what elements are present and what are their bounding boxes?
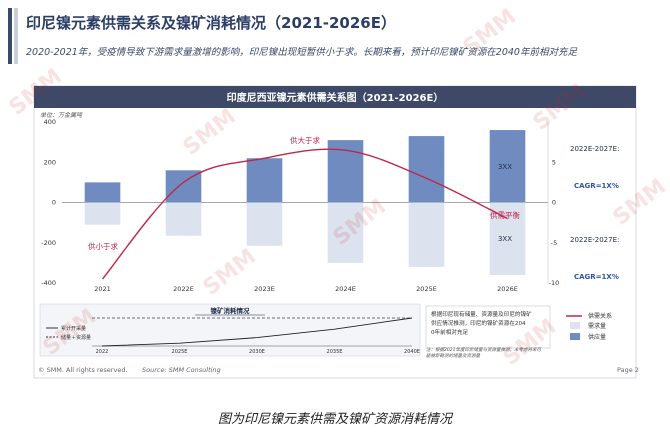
right-tick-label: -5 xyxy=(551,239,557,247)
cagr-bottom-title: 2022E-2027E: xyxy=(570,236,619,244)
cagr-top-title: 2022E-2027E: xyxy=(570,145,619,153)
sub-x-tick-label: 2035E xyxy=(327,349,343,355)
supply-bar xyxy=(408,136,445,203)
annotation-supply-exceeds: 供大于求 xyxy=(290,135,320,145)
left-tick-label: 0 xyxy=(52,199,56,207)
figure-caption: 图为印尼镍元素供需及镍矿资源消耗情况 xyxy=(217,412,452,427)
right-tick-label: 0 xyxy=(552,199,556,207)
legend-supply-swatch xyxy=(570,333,580,340)
chart-title-band xyxy=(34,86,636,108)
note-line-2: 供应情况推测，印尼的镍矿资源在204 xyxy=(431,319,526,327)
bar-label-bottom: 3XX xyxy=(498,235,512,243)
x-tick-label: 2026E xyxy=(497,285,518,293)
left-tick-label: 400 xyxy=(44,118,56,126)
legend-reserves: 储量＋资源量 xyxy=(61,334,91,341)
supply-bar xyxy=(489,130,526,203)
page-title: 印尼镍元素供需关系及镍矿消耗情况（2021-2026E） xyxy=(26,14,396,32)
legend-cum-mining: 累计开采量 xyxy=(61,325,86,332)
right-tick-label: 5 xyxy=(552,158,556,166)
sub-x-tick-label: 2040E xyxy=(404,349,420,355)
supply-bar xyxy=(246,158,283,203)
supply-demand-line xyxy=(101,148,508,280)
note-line-3: 0年前相对充足 xyxy=(431,328,469,336)
sub-x-tick-label: 2030E xyxy=(249,349,265,355)
demand-bar xyxy=(165,202,202,236)
demand-bar xyxy=(408,202,445,267)
supply-bar xyxy=(84,182,121,203)
footer-page: Page 2 xyxy=(617,366,639,374)
demand-bar xyxy=(246,202,283,246)
legend-line-label: 供需关系 xyxy=(588,312,612,320)
legend-demand-label: 需求量 xyxy=(588,322,606,330)
sub-x-tick-label: 2025E xyxy=(172,349,188,355)
demand-bar xyxy=(327,202,364,263)
subchart-footnote-2: 能被新勘测的储量及资源量 xyxy=(426,353,480,359)
annotation-supply-short: 供小于求 xyxy=(88,241,118,251)
x-tick-label: 2023E xyxy=(254,285,275,293)
note-line-1: 根据印尼现有储量、资源量及印尼的镍矿 xyxy=(431,310,532,318)
bar-label-top: 3XX xyxy=(498,163,512,171)
chart-title: 印度尼西亚镍元素供需关系图（2021-2026E） xyxy=(227,91,444,104)
x-tick-label: 2021 xyxy=(94,285,111,293)
legend-supply-label: 供应量 xyxy=(588,333,606,341)
cagr-bottom-value: CAGR=1X% xyxy=(574,273,619,281)
sub-x-tick-label: 2022 xyxy=(96,349,109,355)
accent-bar-light xyxy=(14,8,18,64)
right-tick-label: -10 xyxy=(549,279,560,287)
subchart-footnote-1: 注：根据2021年度印尼储量与资源量推测，未考虑将来可 xyxy=(426,347,542,353)
x-tick-label: 2022E xyxy=(173,285,194,293)
annotation-balance: 供需平衡 xyxy=(490,210,520,220)
subchart-title: 镍矿消耗情况 xyxy=(211,306,251,315)
unit-label: 单位：万金属吨 xyxy=(40,111,83,119)
note-box xyxy=(425,305,551,349)
demand-bar xyxy=(489,202,526,275)
left-tick-label: -400 xyxy=(41,279,56,287)
left-tick-label: 200 xyxy=(44,158,56,166)
accent-bar xyxy=(8,8,12,64)
footer-source: Source: SMM Consulting xyxy=(142,366,221,374)
subchart-frame xyxy=(39,303,421,357)
cagr-top-value: CAGR=1X% xyxy=(574,182,619,190)
left-tick-label: -200 xyxy=(41,239,56,247)
cumulative-mining-line xyxy=(101,317,413,347)
demand-bar xyxy=(84,202,121,225)
legend-demand-swatch xyxy=(570,322,580,329)
x-tick-label: 2025E xyxy=(416,285,437,293)
page-subtitle: 2020-2021年，受疫情导致下游需求量激增的影响，印尼镍出现短暂供小于求。长… xyxy=(26,47,577,58)
supply-bar xyxy=(165,170,202,203)
footer-copyright: © SMM. All rights reserved. xyxy=(38,366,128,374)
x-tick-label: 2024E xyxy=(335,285,356,293)
